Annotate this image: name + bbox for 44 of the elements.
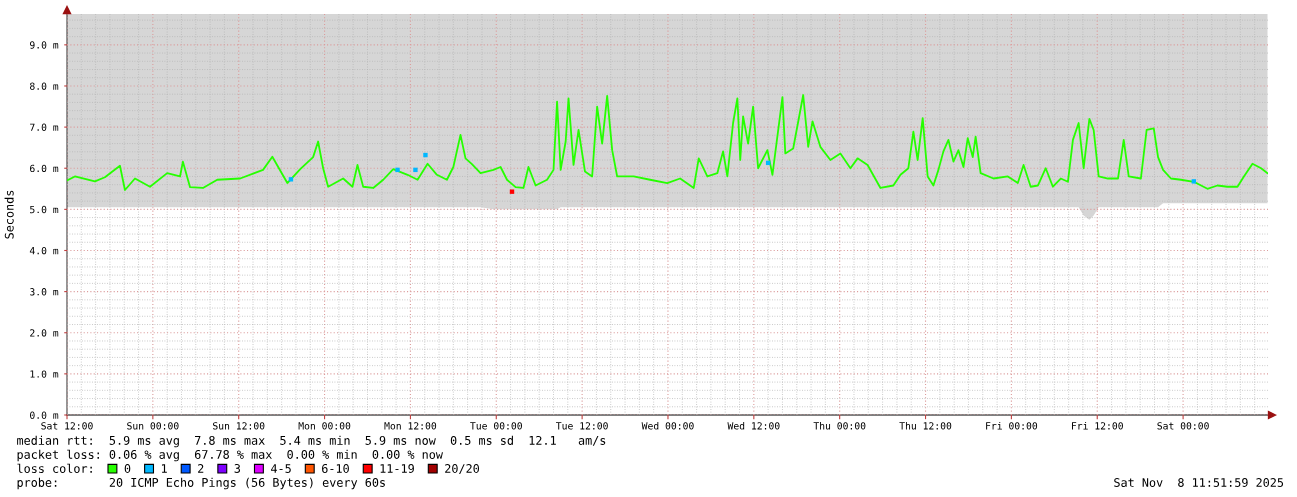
point <box>288 177 294 182</box>
x-tick-label: Sun 12:00 <box>213 422 265 430</box>
y-tick-label: 7.0 m <box>30 123 59 131</box>
y-tick-label: 9.0 m <box>30 41 59 49</box>
legend-label: 4-5 <box>271 464 291 473</box>
x-tick-label: Sun 00:00 <box>127 422 179 430</box>
point <box>1191 179 1197 184</box>
x-tick-label: Wed 12:00 <box>727 422 780 430</box>
x-tick-label: Fri 00:00 <box>986 422 1038 430</box>
x-tick-label: Tue 00:00 <box>470 422 522 430</box>
y-tick-label: 0.0 m <box>30 411 59 419</box>
y-tick-label: 1.0 m <box>30 370 59 378</box>
legend-label: 1 <box>161 464 167 473</box>
y-tick-label: 6.0 m <box>30 164 59 173</box>
y-tick-label: 4.0 m <box>29 246 59 255</box>
text: probe: 20 ICMP Echo Pings (56 Bytes) every 60s <box>17 477 385 490</box>
point <box>413 167 418 173</box>
legend-label: 11-19 <box>380 464 414 473</box>
legend-label: 0 <box>124 464 131 473</box>
x-tick-label: Tue 12:00 <box>556 422 608 430</box>
x-tick-label: Wed 00:00 <box>641 422 694 430</box>
y-tick-label: 8.0 m <box>30 82 59 90</box>
y-axis-title: Seconds <box>4 190 14 239</box>
x-tick-label: Thu 12:00 <box>899 422 952 430</box>
legend-label: 6-10 <box>322 464 349 473</box>
text: median rtt: 5.9 ms avg 7.8 ms max 5.4 ms min 5.9 ms now 0.5 ms sd 12.1 am/s <box>17 435 606 448</box>
y-tick-label: 2.0 m <box>30 329 59 337</box>
x-tick-label: Thu 00:00 <box>813 422 866 430</box>
y-tick-label: 3.0 m <box>30 288 59 296</box>
x-tick-label: Mon 00:00 <box>298 422 351 430</box>
x-tick-label: Sat 12:00 <box>41 422 93 430</box>
y-tick-label: 5.0 m <box>30 205 59 214</box>
legend-label: 20/20 <box>445 464 480 474</box>
legend-label: 2 <box>198 464 204 473</box>
x-tick-label: Mon 12:00 <box>384 422 437 430</box>
x-tick-label: Fri 12:00 <box>1072 422 1123 430</box>
point <box>423 152 428 158</box>
text: Sat Nov 8 11:51:59 2025 <box>1114 478 1284 487</box>
x-tick-label: Sat 00:00 <box>1157 422 1209 430</box>
point <box>395 167 400 173</box>
legend-label: 3 <box>234 464 241 473</box>
point <box>509 189 515 194</box>
text: packet loss: 0.06 % avg 67.78 % max 0.00 % min 0.00 % now <box>17 449 443 462</box>
legend-title: loss color: <box>17 463 92 473</box>
